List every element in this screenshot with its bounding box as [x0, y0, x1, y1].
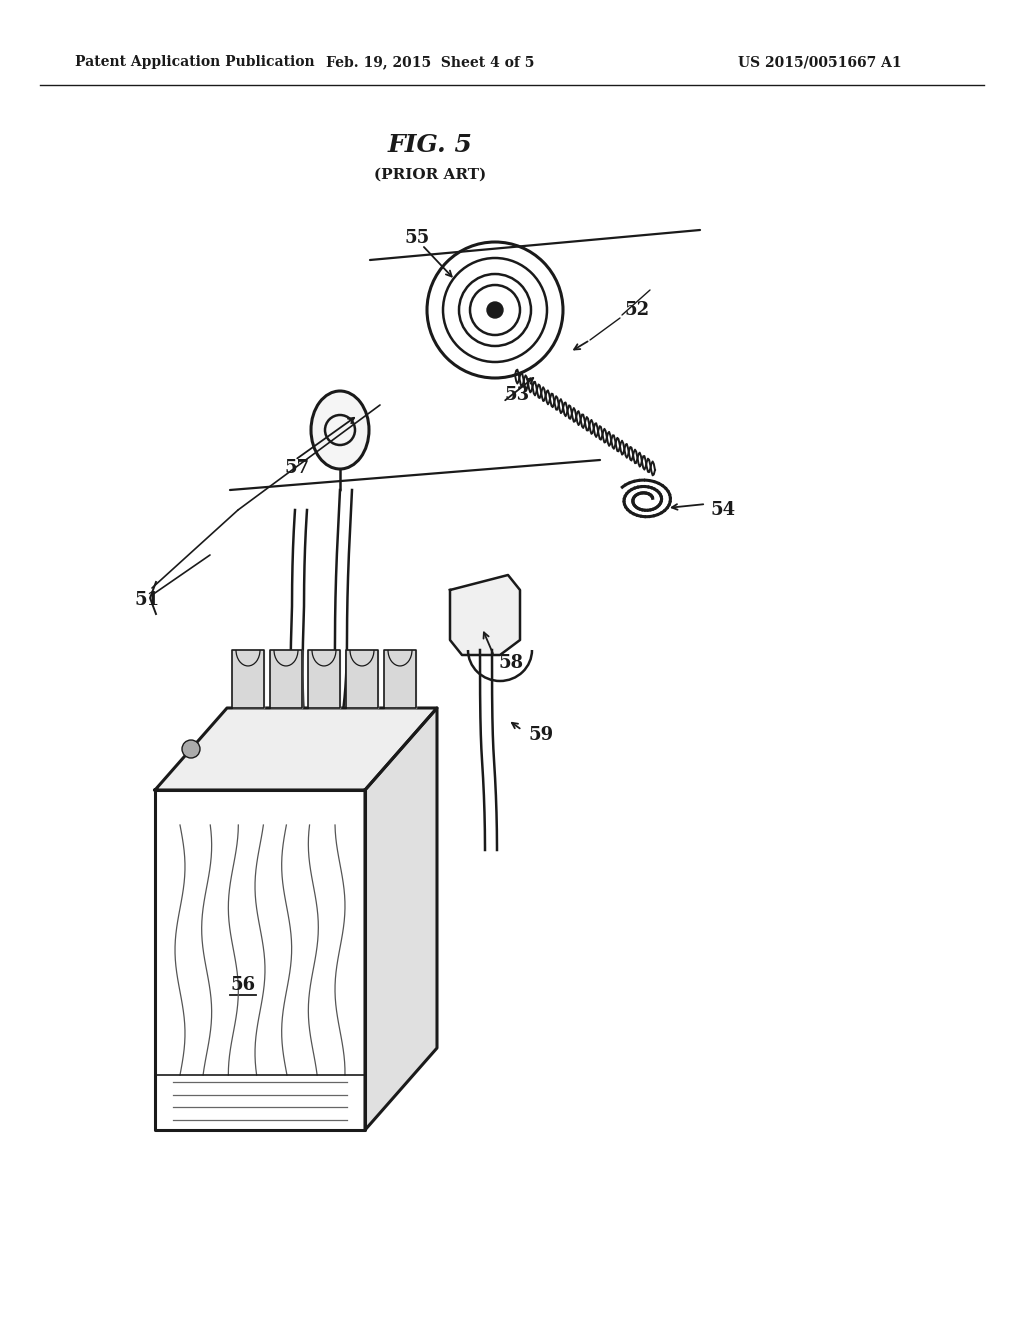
Text: 52: 52 — [625, 301, 650, 319]
Text: 55: 55 — [406, 228, 430, 247]
Text: (PRIOR ART): (PRIOR ART) — [374, 168, 486, 182]
Text: 58: 58 — [498, 653, 523, 672]
Circle shape — [182, 741, 200, 758]
Polygon shape — [155, 708, 437, 789]
Text: 53: 53 — [505, 385, 530, 404]
Text: Feb. 19, 2015  Sheet 4 of 5: Feb. 19, 2015 Sheet 4 of 5 — [326, 55, 535, 69]
Text: 59: 59 — [528, 726, 553, 744]
Text: 54: 54 — [710, 502, 735, 519]
Circle shape — [470, 285, 520, 335]
Polygon shape — [365, 708, 437, 1130]
Polygon shape — [308, 649, 340, 708]
Polygon shape — [346, 649, 378, 708]
Polygon shape — [232, 649, 264, 708]
Polygon shape — [155, 789, 365, 1130]
Polygon shape — [270, 649, 302, 708]
Text: 51: 51 — [135, 591, 160, 609]
Text: 56: 56 — [230, 975, 255, 994]
Ellipse shape — [311, 391, 369, 469]
Text: FIG. 5: FIG. 5 — [387, 133, 472, 157]
Text: Patent Application Publication: Patent Application Publication — [75, 55, 314, 69]
Circle shape — [487, 302, 503, 318]
Polygon shape — [450, 576, 520, 655]
Polygon shape — [384, 649, 416, 708]
Text: US 2015/0051667 A1: US 2015/0051667 A1 — [738, 55, 902, 69]
Text: 57: 57 — [285, 459, 310, 477]
